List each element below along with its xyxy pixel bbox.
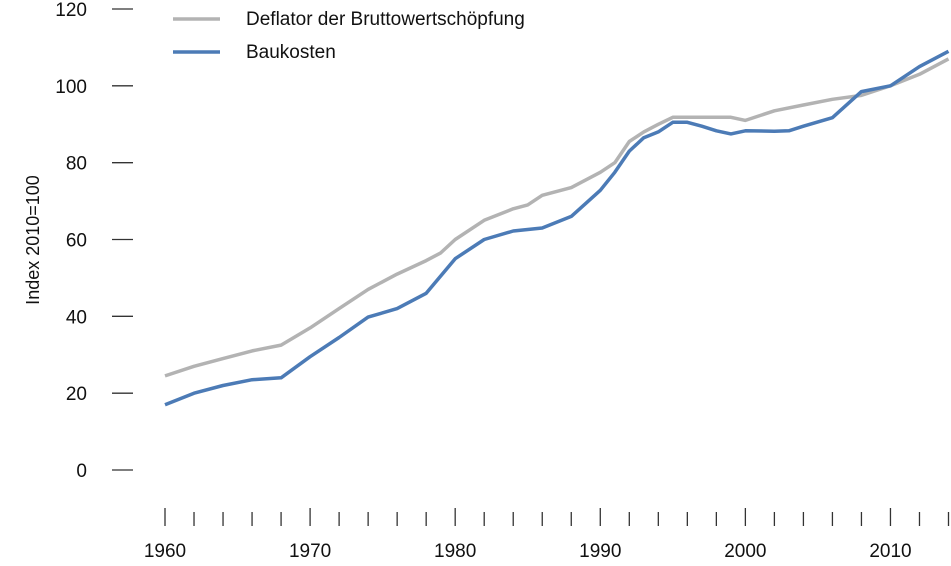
x-tick-label: 1990 [579,541,621,562]
series-layer [164,49,950,407]
x-tick-label: 2010 [869,541,911,562]
y-axis: 0 20 40 60 80 100 120 [55,0,133,482]
y-tick-label: 120 [55,0,87,21]
x-tick-label: 1970 [289,541,331,562]
x-axis: 1960 1970 1980 1990 2000 2010 [144,508,950,562]
x-tick-label: 1960 [144,541,186,562]
legend-label-1: Baukosten [246,42,336,63]
y-axis-title: Index 2010=100 [23,175,43,305]
y-tick-label: 40 [66,307,87,328]
y-tick-label: 60 [66,231,87,252]
x-tick-label: 1980 [434,541,476,562]
series-line-1 [164,49,950,407]
y-tick-label: 20 [66,384,87,405]
series-line-0 [164,57,950,378]
y-tick-label: 0 [76,461,87,482]
legend-label-0: Deflator der Bruttowertschöpfung [246,9,525,30]
legend: Deflator der Bruttowertschöpfung Baukoste… [173,9,525,63]
x-tick-label: 2000 [724,541,766,562]
y-tick-label: 80 [66,154,87,175]
y-tick-label: 100 [55,77,87,98]
